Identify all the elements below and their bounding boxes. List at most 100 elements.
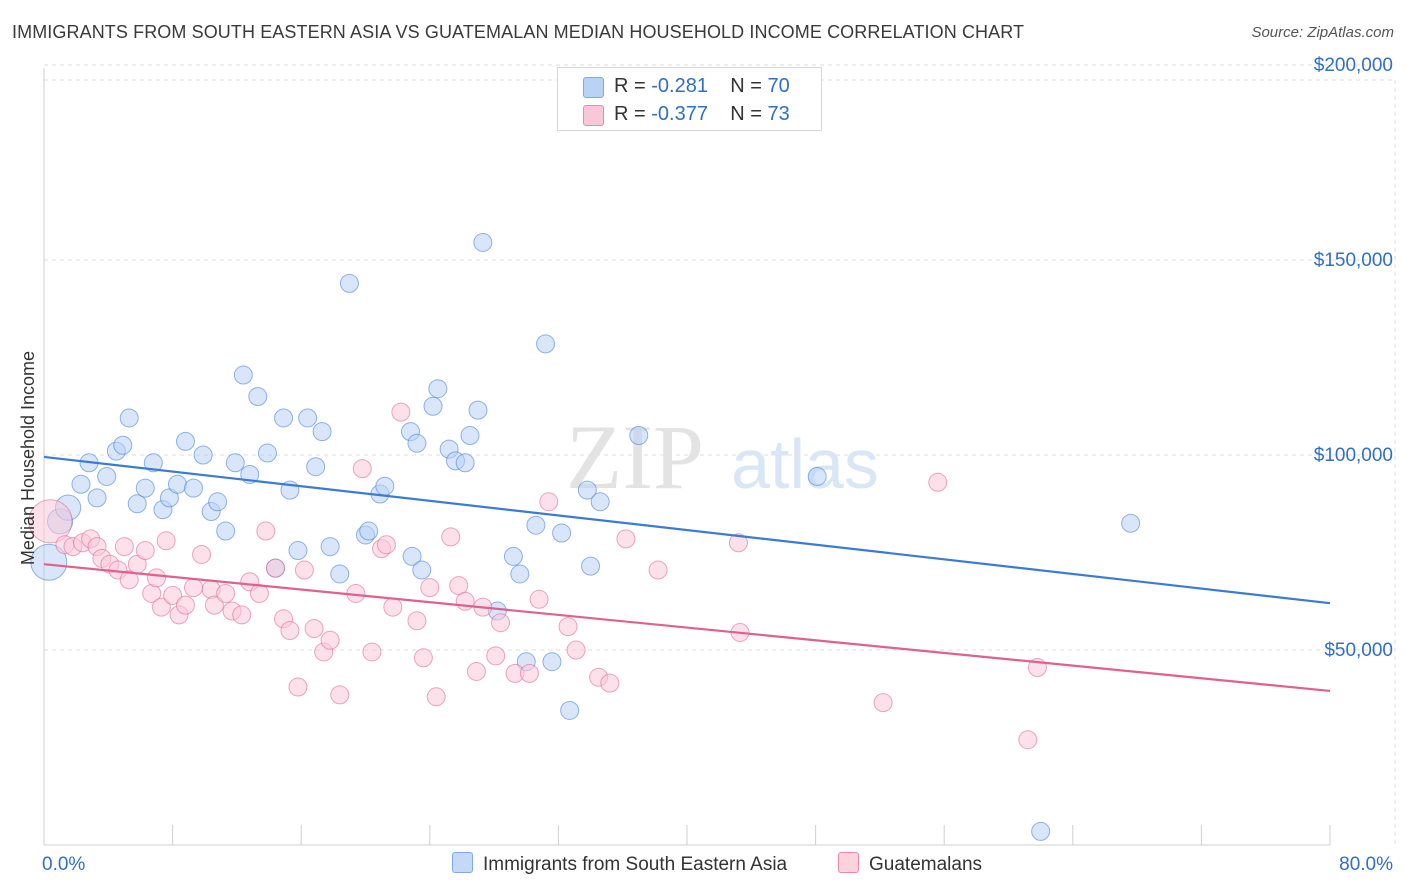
point-sea xyxy=(577,480,597,500)
n-value: 70 xyxy=(767,75,790,97)
point-guatemalan xyxy=(455,591,475,611)
x-tick-label: 0.0% xyxy=(42,854,85,875)
source-note: Source: ZipAtlas.com xyxy=(1251,24,1394,41)
point-guatemalan xyxy=(147,568,167,588)
point-sea xyxy=(225,453,245,473)
point-guatemalan xyxy=(294,560,314,580)
point-guatemalan xyxy=(280,621,300,640)
point-guatemalan xyxy=(232,605,252,625)
point-sea xyxy=(119,408,139,428)
point-sea xyxy=(407,433,427,453)
point-sea xyxy=(423,396,443,416)
point-guatemalan xyxy=(529,589,549,609)
trend-lines xyxy=(43,455,1331,693)
point-guatemalan xyxy=(441,527,461,547)
y-axis-label: Median Household Income xyxy=(18,351,38,565)
chart-title: IMMIGRANTS FROM SOUTH EASTERN ASIA VS GU… xyxy=(12,22,1025,42)
point-guatemalan xyxy=(175,595,195,615)
y-tick-label: $150,000 xyxy=(1314,250,1393,271)
point-sea xyxy=(71,474,91,494)
point-guatemalan xyxy=(1018,730,1038,750)
point-sea xyxy=(359,521,379,541)
point-sea xyxy=(97,466,117,486)
point-guatemalan xyxy=(192,544,212,564)
point-guatemalan xyxy=(352,459,372,479)
point-guatemalan xyxy=(728,533,748,553)
axes xyxy=(43,68,1331,846)
point-sea xyxy=(581,556,601,576)
point-sea xyxy=(402,546,422,566)
point-sea xyxy=(468,400,488,420)
bottom-legend-guatemalans: Guatemalans xyxy=(838,852,982,876)
point-guatemalan xyxy=(156,531,176,551)
point-sea xyxy=(460,426,480,445)
point-sea xyxy=(183,478,203,498)
point-sea xyxy=(536,334,556,354)
point-sea xyxy=(375,476,395,496)
legend-row-guatemalans: R = -0.377 N = 73 xyxy=(558,101,821,129)
trend-line-sea xyxy=(43,455,1331,605)
point-sea xyxy=(807,466,827,486)
watermark-atlas: atlas xyxy=(731,425,879,503)
point-sea xyxy=(208,492,228,512)
point-guatemalan xyxy=(376,535,396,555)
point-guatemalan xyxy=(204,595,224,615)
point-guatemalan xyxy=(288,677,308,697)
point-guatemalan xyxy=(265,558,285,578)
trend-line-guatemalans xyxy=(43,563,1331,693)
y-tick-label: $100,000 xyxy=(1314,445,1393,466)
point-sea xyxy=(503,546,523,566)
point-guatemalan xyxy=(600,673,620,693)
legend-stats-guatemalans: R = -0.377 N = 73 xyxy=(614,103,790,126)
point-sea xyxy=(298,408,318,428)
point-sea xyxy=(143,453,163,473)
point-guatemalan xyxy=(491,613,511,633)
point-guatemalan xyxy=(304,619,324,639)
grid-lines xyxy=(44,64,1396,845)
legend-stats-sea: R = -0.281 N = 70 xyxy=(614,75,790,98)
point-guatemalan xyxy=(466,661,486,681)
point-guatemalan xyxy=(119,570,139,590)
point-guatemalan xyxy=(873,693,893,713)
point-sea xyxy=(135,478,155,498)
point-guatemalan xyxy=(135,541,155,561)
point-sea xyxy=(590,492,610,512)
point-sea xyxy=(552,523,572,543)
point-guatemalan xyxy=(151,597,171,617)
point-guatemalan xyxy=(928,472,948,492)
r-value: -0.281 xyxy=(651,75,708,97)
point-guatemalan xyxy=(486,646,506,666)
legend-swatch-guatemalans xyxy=(583,105,604,126)
bottom-legend-sea: Immigrants from South Eastern Asia xyxy=(452,852,787,876)
point-guatemalan xyxy=(256,521,276,541)
point-guatemalan xyxy=(216,583,236,603)
point-sea xyxy=(30,543,68,581)
point-guatemalan xyxy=(413,648,433,668)
point-sea xyxy=(560,700,580,720)
bottom-legend-label-guatemalans: Guatemalans xyxy=(869,854,983,875)
y-tick-label: $200,000 xyxy=(1314,55,1393,76)
point-sea xyxy=(167,474,187,494)
point-sea xyxy=(288,541,308,561)
y-tick-label: $50,000 xyxy=(1324,640,1393,661)
point-sea xyxy=(175,431,195,451)
point-sea xyxy=(330,564,350,584)
bottom-legend-label-sea: Immigrants from South Eastern Asia xyxy=(483,854,788,875)
n-value: 73 xyxy=(767,103,790,125)
point-sea xyxy=(87,488,107,508)
legend: R = -0.281 N = 70 R = -0.377 N = 73 xyxy=(557,67,822,131)
point-guatemalan xyxy=(648,560,668,580)
data-points xyxy=(28,232,1141,841)
point-sea xyxy=(306,457,326,477)
point-sea xyxy=(193,445,213,465)
point-guatemalan xyxy=(616,529,636,549)
point-sea xyxy=(1031,821,1051,841)
point-sea xyxy=(526,515,546,535)
point-sea xyxy=(542,652,562,672)
n-label: N = xyxy=(730,75,762,97)
r-value: -0.377 xyxy=(651,103,708,125)
point-guatemalan xyxy=(320,630,340,650)
point-guatemalan xyxy=(383,597,403,617)
point-sea xyxy=(312,422,332,442)
